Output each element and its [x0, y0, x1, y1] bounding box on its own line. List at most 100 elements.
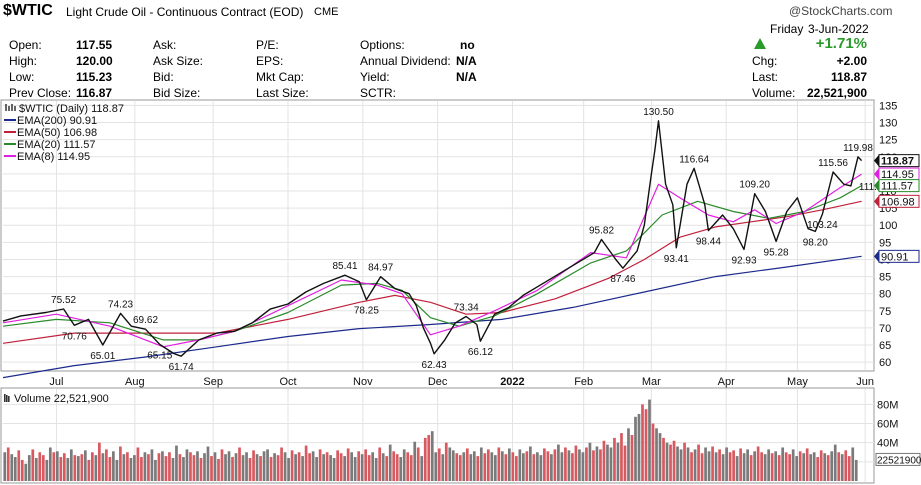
- price-annotation: 92.93: [731, 255, 756, 266]
- volume-bar: [91, 452, 94, 481]
- options-label: Options:: [360, 38, 405, 52]
- high-label: High:: [9, 54, 38, 68]
- volume-bar: [840, 454, 844, 481]
- ema20-tag-pointer: [874, 179, 879, 192]
- volume-bar: [697, 444, 700, 481]
- price-annotation: 65.01: [90, 351, 115, 362]
- change-percent: +1.71%: [815, 35, 867, 52]
- series-lines: [2, 120, 863, 379]
- price-tick-label: 75: [879, 306, 891, 318]
- volume-bar: [588, 442, 592, 481]
- volume-bar: [567, 450, 571, 481]
- last-size-label: Last Size:: [256, 86, 309, 100]
- volume-bar: [770, 453, 774, 481]
- volume-bar: [140, 457, 143, 481]
- volume-bar: [129, 458, 133, 481]
- volume-bar: [41, 455, 45, 481]
- volume-bar: [823, 453, 827, 481]
- volume-bar: [357, 451, 361, 481]
- volume-bar: [252, 450, 255, 481]
- volume-bar: [581, 452, 585, 481]
- volume-bar: [203, 453, 206, 481]
- volume-bar: [248, 458, 252, 481]
- price-tick-label: 85: [879, 272, 891, 284]
- volume-bar: [826, 455, 830, 481]
- ema50-tag-box: [878, 194, 920, 208]
- volume-bar: [525, 451, 529, 481]
- volume-bar: [735, 456, 739, 481]
- volume-bar: [371, 452, 375, 481]
- volume-bar: [651, 423, 655, 481]
- volume-bar: [6, 447, 10, 481]
- price-tick-label: 80: [879, 289, 891, 301]
- volume-bar: [784, 452, 788, 481]
- volume-bar: [500, 451, 504, 481]
- volume-bar: [66, 458, 70, 481]
- volume-bar: [126, 452, 129, 481]
- volume-bar: [518, 449, 522, 481]
- volume-bar: [101, 453, 105, 481]
- price-tick-label: 130: [879, 118, 897, 130]
- volume-bar: [609, 447, 613, 481]
- volume-bar: [360, 454, 364, 481]
- volume-bar: [725, 447, 728, 481]
- volume-bar: [364, 449, 368, 481]
- volume-bar: [178, 454, 182, 481]
- volume-bar: [462, 452, 466, 481]
- quote-date: 3-Jun-2022: [808, 22, 869, 36]
- price-annotation: 87.46: [610, 274, 635, 285]
- volume-bar: [262, 451, 266, 481]
- volume-bar: [318, 449, 322, 481]
- volume-bar: [434, 452, 438, 481]
- volume-bar: [374, 458, 378, 481]
- volume-bar: [322, 454, 325, 481]
- mkt-cap-label: Mkt Cap:: [256, 70, 305, 84]
- yield-value: N/A: [456, 70, 477, 84]
- volume-bar: [231, 457, 234, 481]
- ema8-tag-label: 114.95: [881, 169, 914, 181]
- volume-bar: [133, 455, 136, 481]
- volume-bar: [753, 451, 756, 481]
- volume-bar: [332, 458, 336, 481]
- volume-bar: [483, 453, 487, 481]
- volume-bar: [760, 452, 763, 481]
- price-annotation: 73.34: [454, 302, 479, 313]
- volume-bar: [199, 458, 203, 481]
- volume-bar: [80, 454, 84, 481]
- volume-legend-label: Volume 22,521,900: [14, 393, 109, 405]
- volume-bar: [395, 454, 399, 481]
- volume-bar: [490, 452, 494, 481]
- volume-bar: [308, 453, 311, 481]
- volume-bar: [350, 452, 354, 481]
- volume-bar: [658, 433, 662, 481]
- volume-bar: [809, 454, 813, 481]
- volume-bar: [795, 456, 799, 481]
- volume-bar: [805, 448, 809, 481]
- volume-bar: [210, 456, 213, 481]
- volume-bar: [564, 447, 567, 481]
- volume-bar: [585, 447, 588, 481]
- volume-bar: [420, 456, 424, 481]
- volume-bar: [798, 451, 802, 481]
- volume-bar: [469, 454, 473, 481]
- volume-tick-label: 60M: [877, 419, 898, 431]
- volume-bar: [851, 447, 855, 481]
- pe-label: P/E:: [256, 38, 279, 52]
- volume-bar: [560, 452, 564, 481]
- ema20-tag-box: [878, 179, 920, 193]
- price-tag-box: [878, 154, 920, 168]
- price-annotation: 62.43: [422, 360, 447, 371]
- price-annotation: 98.20: [803, 237, 828, 248]
- volume-bar: [746, 449, 749, 481]
- volume-legend-icon: [4, 394, 10, 402]
- volume-bar: [287, 458, 290, 481]
- volume-bar: [665, 442, 669, 481]
- volume-bar: [259, 456, 262, 481]
- instrument-name: Light Crude Oil - Continuous Contract (E…: [66, 5, 304, 19]
- volume-bar: [161, 451, 164, 481]
- volume-bar: [662, 437, 665, 481]
- volume-label: Volume:: [752, 86, 796, 100]
- volume-bar: [24, 463, 28, 481]
- price-y-axis: 6065707580859095100105110115120125130135: [879, 100, 897, 369]
- volume-tick-label: 80M: [877, 399, 898, 411]
